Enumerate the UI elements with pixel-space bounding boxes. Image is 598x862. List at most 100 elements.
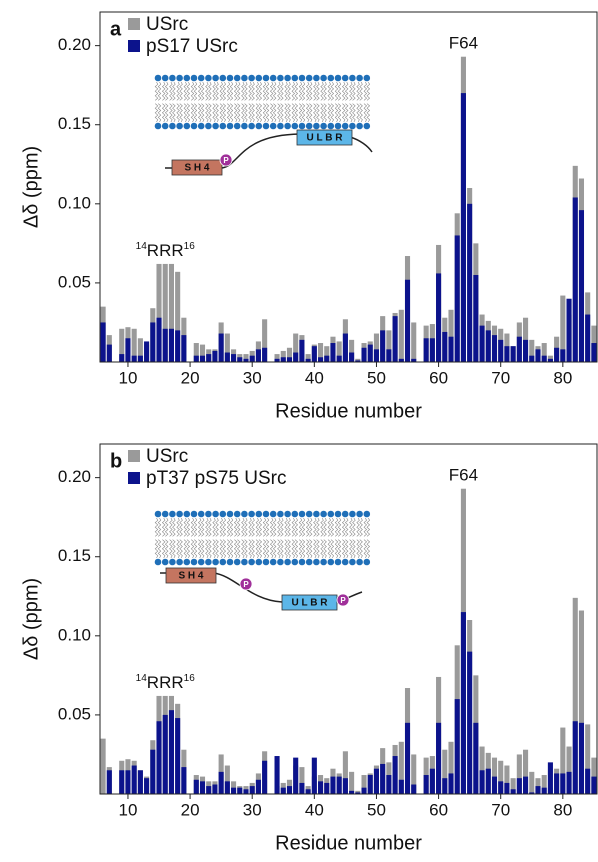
bar — [560, 349, 566, 362]
bar — [398, 358, 404, 362]
bar — [231, 354, 237, 362]
x-axis-label: Residue number — [275, 832, 422, 854]
lipid-tail — [212, 539, 216, 559]
lipid-tail — [212, 517, 216, 537]
lipid-head — [190, 510, 198, 518]
legend-swatch — [128, 40, 140, 52]
lipid-tail — [294, 539, 299, 559]
lipid-head — [320, 122, 327, 130]
lipid-head — [341, 510, 349, 518]
bar — [392, 756, 398, 794]
lipid-tail — [161, 103, 166, 123]
lipid-tail — [341, 539, 346, 559]
lipid-head — [205, 510, 212, 518]
bar — [523, 776, 529, 794]
lipid-tail — [241, 81, 245, 101]
bar — [448, 309, 454, 362]
lipid-tail — [308, 103, 313, 123]
lipid-head — [284, 74, 291, 82]
lipid-tail — [208, 81, 212, 101]
lipid-head — [356, 74, 363, 82]
lipid-tail — [366, 517, 371, 537]
lipid-tail — [349, 539, 353, 559]
lipid-head — [226, 122, 234, 130]
lipid-tail — [320, 81, 324, 101]
lipid-head — [205, 122, 212, 130]
lipid-head — [334, 510, 342, 518]
bar — [262, 319, 268, 362]
lipid-head — [183, 558, 191, 566]
lipid-tail — [233, 103, 238, 123]
lipid-head — [255, 558, 263, 566]
lipid-tail — [349, 103, 353, 123]
lipid-tail — [366, 539, 371, 559]
lipid-head — [226, 510, 234, 518]
lipid-head — [197, 558, 205, 566]
lipid-head — [305, 122, 313, 130]
lipid-tail — [272, 517, 277, 537]
lipid-tail — [294, 81, 299, 101]
legend-label: pT37 pS75 USrc — [146, 468, 286, 489]
bar — [491, 757, 498, 794]
lipid-head — [169, 558, 176, 566]
lipid-head — [291, 558, 299, 566]
lipid-tail — [241, 539, 245, 559]
lipid-tail — [222, 517, 227, 537]
bar — [156, 317, 162, 362]
bar — [274, 358, 280, 362]
lipid-tail — [313, 81, 317, 101]
bar — [218, 333, 224, 362]
bar — [330, 776, 336, 794]
bar — [398, 741, 404, 794]
lipid-tail — [280, 539, 284, 559]
lipid-head — [277, 74, 284, 82]
lipid-tail — [176, 81, 180, 101]
lipid-tail — [208, 103, 212, 123]
bar — [206, 786, 212, 794]
lipid-tail — [337, 81, 342, 101]
bar — [255, 349, 261, 362]
lipid-head — [255, 510, 263, 518]
bar — [516, 336, 522, 362]
lipid-tail — [313, 517, 317, 537]
lipid-tail — [356, 103, 360, 123]
x-tick-label: 70 — [491, 368, 510, 387]
bar — [448, 336, 454, 362]
x-tick-label: 20 — [181, 368, 200, 387]
lipid-tail — [169, 517, 173, 537]
phospho-label: P — [243, 580, 249, 589]
lipid-tail — [248, 539, 252, 559]
bar — [460, 93, 466, 362]
lipid-head — [349, 122, 356, 130]
bar — [224, 781, 230, 794]
lipid-tail — [323, 517, 327, 537]
bar — [212, 784, 218, 794]
lipid-tail — [305, 103, 310, 123]
bar — [386, 330, 392, 362]
lipid-head — [197, 510, 205, 518]
lipid-tail — [269, 81, 274, 101]
bar — [305, 358, 311, 362]
x-tick-label: 40 — [305, 800, 324, 819]
bar — [454, 699, 460, 794]
bar — [479, 770, 485, 794]
bar — [429, 768, 435, 794]
lipid-tail — [233, 81, 238, 101]
lipid-tail — [258, 103, 263, 123]
lipid-tail — [197, 517, 202, 537]
bar — [280, 787, 286, 794]
lipid-tail — [352, 517, 356, 537]
lipid-head — [262, 74, 270, 82]
lipid-tail — [298, 517, 303, 537]
bar — [286, 357, 293, 362]
bar — [591, 776, 597, 794]
lipid-head — [334, 558, 342, 566]
lipid-head — [298, 122, 306, 130]
bar — [299, 339, 305, 362]
lipid-tail — [200, 81, 205, 101]
lipid-head — [291, 122, 299, 130]
bar — [106, 344, 112, 362]
lipid-tail — [298, 81, 303, 101]
bar — [541, 775, 547, 794]
lipid-head — [341, 558, 349, 566]
